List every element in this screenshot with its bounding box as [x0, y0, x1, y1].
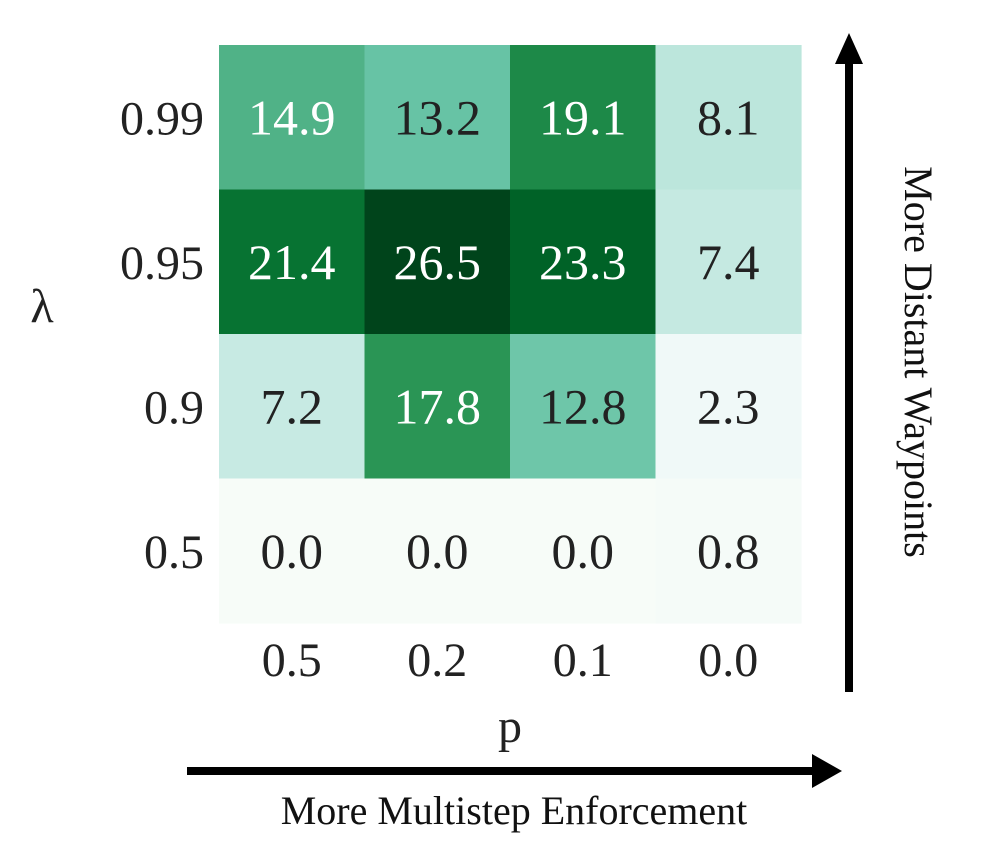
y-tick-label: 0.99 [120, 92, 204, 145]
cell-value-label: 23.3 [539, 234, 627, 290]
heatmap-cell [655, 334, 802, 480]
x-arrow-head [812, 754, 842, 788]
cell-value-label: 21.4 [248, 234, 336, 290]
cell-value-label: 0.8 [697, 523, 760, 579]
cell-value-label: 0.0 [552, 523, 615, 579]
x-arrow-label: More Multistep Enforcement [281, 788, 748, 833]
heatmap-cell [655, 478, 802, 624]
heatmap-cell [364, 478, 511, 624]
heatmap-cell [219, 334, 366, 480]
cell-value-label: 14.9 [248, 89, 336, 145]
heatmap-cells [219, 45, 802, 624]
cell-value-label: 13.2 [394, 89, 482, 145]
heatmap-cell [219, 45, 366, 191]
y-arrow-head [835, 33, 863, 64]
heatmap-cell-labels: 14.9 13.2 19.1 8.1 21.4 26.5 23.3 7.4 7.2 17.8 12.… [248, 89, 760, 579]
heatmap-cell [364, 45, 511, 191]
y-arrow-label: More Distant Waypoints [896, 166, 941, 558]
y-axis-label: λ [30, 280, 54, 333]
cell-value-label: 0.0 [261, 523, 324, 579]
heatmap-cell [510, 45, 657, 191]
x-tick-label: 0.0 [698, 634, 758, 687]
heatmap-cell [510, 189, 657, 335]
y-tick-label: 0.95 [120, 237, 204, 290]
heatmap-cell [510, 478, 657, 624]
heatmap-cell [655, 189, 802, 335]
x-axis-label: p [498, 700, 522, 753]
cell-value-label: 12.8 [539, 378, 627, 434]
cell-value-label: 8.1 [697, 89, 760, 145]
heatmap-cell [510, 334, 657, 480]
heatmap-cell [219, 189, 366, 335]
x-tick-label: 0.2 [407, 634, 467, 687]
cell-value-label: 7.4 [697, 234, 760, 290]
heatmap-cell [364, 334, 511, 480]
heatmap-cell [655, 45, 802, 191]
y-tick-labels: 0.99 0.95 0.9 0.5 [120, 92, 204, 579]
cell-value-label: 7.2 [261, 378, 324, 434]
x-tick-labels: 0.5 0.2 0.1 0.0 [262, 634, 759, 687]
cell-value-label: 26.5 [394, 234, 482, 290]
y-tick-label: 0.9 [144, 381, 204, 434]
x-direction-arrow [187, 754, 842, 788]
y-direction-arrow [835, 33, 863, 692]
cell-value-label: 0.0 [406, 523, 469, 579]
cell-value-label: 2.3 [697, 378, 760, 434]
heatmap-cell [219, 478, 366, 624]
cell-value-label: 17.8 [394, 378, 482, 434]
x-tick-label: 0.5 [262, 634, 322, 687]
cell-value-label: 19.1 [539, 89, 627, 145]
y-tick-label: 0.5 [144, 526, 204, 579]
heatmap-cell [364, 189, 511, 335]
x-tick-label: 0.1 [553, 634, 613, 687]
